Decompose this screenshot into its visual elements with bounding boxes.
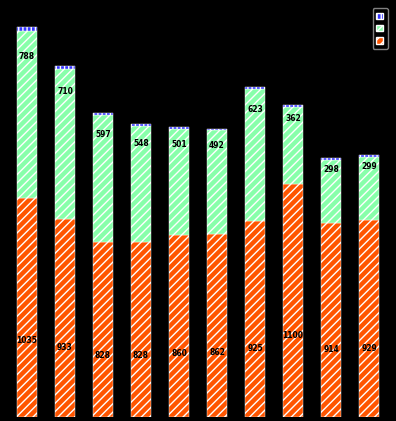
Text: 492: 492 (209, 141, 225, 150)
Text: 597: 597 (95, 130, 111, 139)
Bar (93, 242, 113, 417)
Bar (93, 113, 113, 115)
Bar (358, 155, 379, 157)
Text: 914: 914 (323, 345, 339, 354)
Text: 929: 929 (361, 344, 377, 352)
Text: 710: 710 (57, 87, 73, 96)
Bar (283, 184, 303, 417)
Bar (207, 128, 227, 130)
Text: 623: 623 (247, 104, 263, 114)
Bar (17, 27, 38, 31)
Text: 299: 299 (361, 162, 377, 171)
Text: 860: 860 (171, 349, 187, 357)
Bar (207, 130, 227, 234)
Text: 501: 501 (171, 140, 187, 149)
Bar (169, 235, 189, 417)
Bar (283, 105, 303, 107)
Text: 925: 925 (247, 344, 263, 353)
Bar (207, 234, 227, 417)
Bar (55, 66, 75, 69)
Bar (17, 31, 38, 198)
Text: 788: 788 (19, 51, 35, 61)
Bar (283, 107, 303, 184)
Text: 862: 862 (209, 349, 225, 357)
Bar (169, 129, 189, 235)
Text: 298: 298 (323, 165, 339, 174)
Bar (321, 158, 341, 160)
Bar (321, 224, 341, 417)
Legend: , , : , , (373, 8, 388, 49)
Bar (321, 160, 341, 224)
Text: 1100: 1100 (282, 331, 303, 340)
Bar (245, 87, 265, 89)
Text: 828: 828 (133, 351, 149, 360)
Text: 548: 548 (133, 139, 149, 147)
Bar (169, 127, 189, 129)
Bar (17, 198, 38, 417)
Bar (55, 219, 75, 417)
Text: 362: 362 (285, 115, 301, 123)
Bar (131, 125, 151, 242)
Bar (55, 69, 75, 219)
Text: 1035: 1035 (17, 336, 37, 345)
Bar (93, 115, 113, 242)
Bar (245, 89, 265, 221)
Bar (131, 123, 151, 125)
Bar (358, 220, 379, 417)
Bar (245, 221, 265, 417)
Bar (131, 242, 151, 417)
Text: 933: 933 (57, 343, 73, 352)
Bar (358, 157, 379, 220)
Text: 828: 828 (95, 351, 111, 360)
